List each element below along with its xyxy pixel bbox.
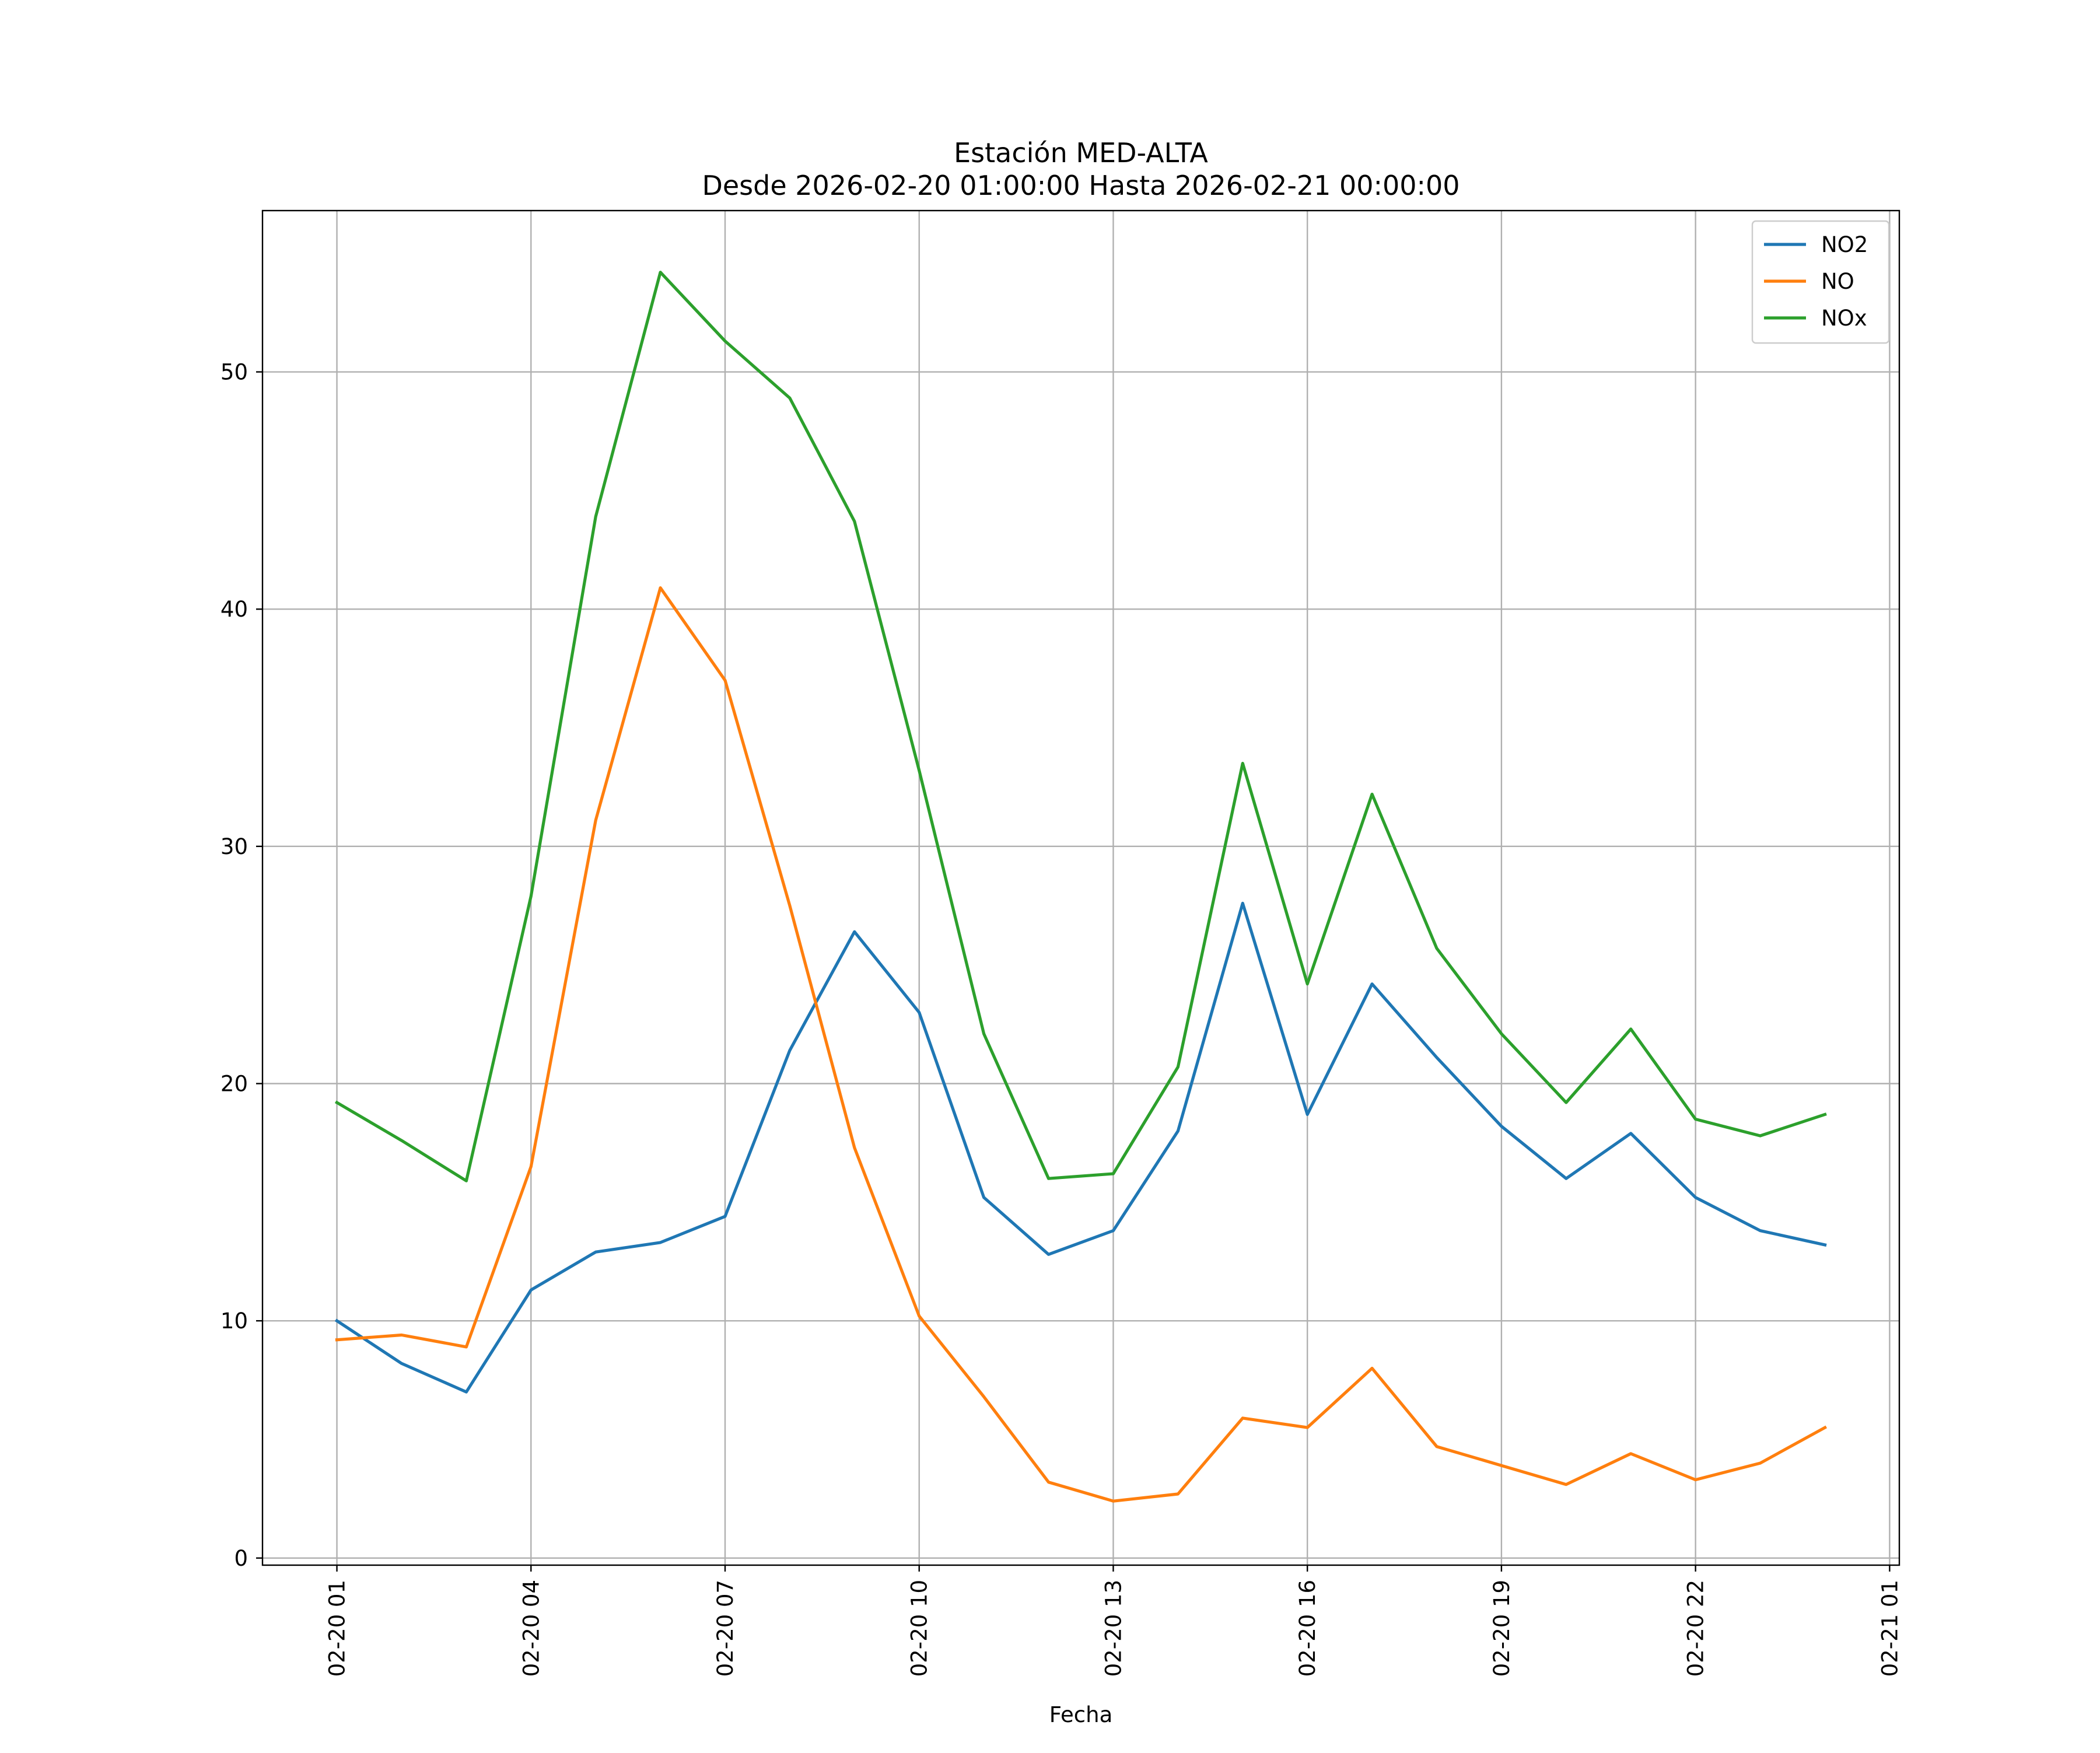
- x-tick-label: 02-20 10: [907, 1580, 932, 1677]
- y-tick-label: 40: [220, 597, 248, 622]
- legend-box: [1751, 220, 1890, 344]
- y-tick-label: 50: [220, 360, 248, 385]
- y-tick-label: 10: [220, 1308, 248, 1334]
- x-tick-label: 02-20 04: [519, 1580, 544, 1677]
- x-tick-label: 02-20 19: [1489, 1580, 1514, 1677]
- x-tick-label: 02-20 16: [1295, 1580, 1320, 1677]
- series-lines: [334, 271, 1828, 1503]
- series-line-nox: [334, 271, 1827, 1182]
- plot-frame: [261, 209, 1901, 1566]
- x-tick-label: 02-20 13: [1101, 1580, 1126, 1677]
- series-line-no2: [334, 901, 1827, 1394]
- legend-label: NO2: [1821, 232, 1868, 257]
- axis-ticks: 0 10 20 30 40 50 02-20 01 02-20 04 02-20 07 02-20…: [220, 360, 1902, 1677]
- x-tick-label: 02-21 01: [1877, 1580, 1902, 1677]
- legend: NO2 NO NOx: [1751, 220, 1890, 344]
- legend-label: NOx: [1821, 306, 1867, 331]
- x-axis-label: Fecha: [1049, 1702, 1113, 1727]
- y-tick-label: 30: [220, 834, 248, 859]
- chart-title: Estación MED-ALTA: [954, 137, 1208, 169]
- grid: [262, 211, 1899, 1565]
- y-tick-label: 20: [220, 1071, 248, 1096]
- chart-subtitle: Desde 2026-02-20 01:00:00 Hasta 2026-02-…: [702, 170, 1460, 201]
- x-tick-label: 02-20 22: [1684, 1580, 1709, 1677]
- y-tick-label: 0: [234, 1546, 248, 1571]
- x-tick-label: 02-20 01: [325, 1580, 350, 1677]
- legend-label: NO: [1821, 269, 1854, 294]
- x-tick-label: 02-20 07: [713, 1580, 738, 1677]
- series-line-no: [335, 586, 1828, 1503]
